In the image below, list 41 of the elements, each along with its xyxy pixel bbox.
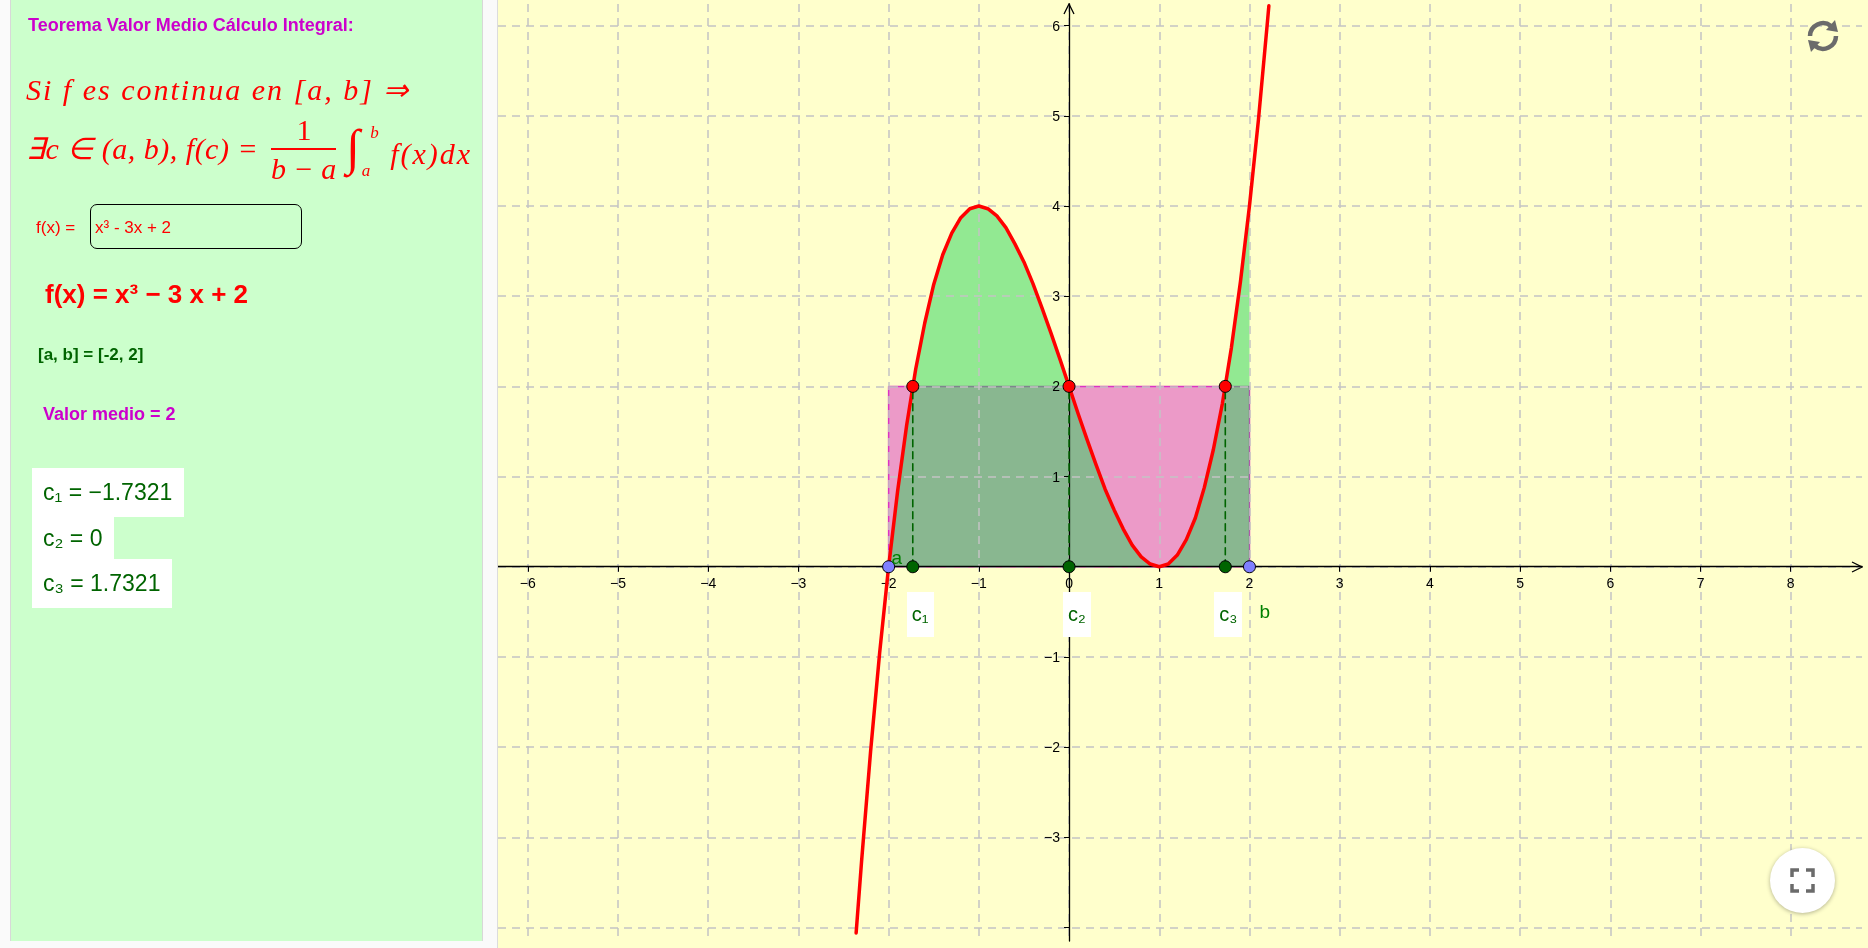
x-tick-label: 3 xyxy=(1335,574,1344,591)
x-tick-label: 5 xyxy=(1516,574,1525,591)
x-tick-label: 8 xyxy=(1786,574,1795,591)
y-tick-label: −2 xyxy=(1044,739,1061,756)
x-tick-label: −4 xyxy=(700,574,717,591)
annotation: c₁ xyxy=(906,591,934,637)
annotation: b xyxy=(1259,600,1271,623)
annotation: a xyxy=(891,546,903,569)
y-tick-label: −1 xyxy=(1044,648,1061,665)
text: x³ - 3x + 2 xyxy=(95,218,172,238)
y-tick-label: 2 xyxy=(1052,378,1061,395)
x-tick-label: −5 xyxy=(610,574,627,591)
x-tick-label: 7 xyxy=(1696,574,1705,591)
y-tick-label: 5 xyxy=(1052,107,1061,124)
annotation: c₂ xyxy=(1063,591,1091,637)
text: f(x) = xyxy=(36,218,76,238)
text: Teorema Valor Medio Cálculo Integral: xyxy=(28,15,354,36)
annotation: c₃ xyxy=(1214,591,1243,637)
text: c₃ = 1.7321 xyxy=(32,559,173,608)
x-tick-label: 6 xyxy=(1606,574,1615,591)
x-tick-label: −3 xyxy=(790,574,807,591)
y-tick-label: −3 xyxy=(1044,829,1061,846)
x-tick-label: −1 xyxy=(970,574,988,591)
text: b − a xyxy=(271,152,337,186)
text: Valor medio = 2 xyxy=(43,404,176,425)
x-tick-label: 2 xyxy=(1245,574,1254,591)
y-tick-label: 1 xyxy=(1052,468,1061,485)
text: [a, b] = [-2, 2] xyxy=(38,345,144,365)
text: ∃c ∈ (a, b), f(c) = xyxy=(26,131,259,166)
text: 1 xyxy=(296,113,312,147)
text: f(x) = x³ − 3 x + 2 xyxy=(45,279,249,310)
y-tick-label: 6 xyxy=(1052,17,1061,34)
y-tick-label: 4 xyxy=(1052,198,1061,215)
text: Si f es continua en [a, b] ⇒ xyxy=(26,72,411,107)
text: c₁ = −1.7321 xyxy=(32,468,185,517)
x-tick-label: 1 xyxy=(1155,574,1164,591)
line-series xyxy=(854,4,1271,935)
x-tick-label: −6 xyxy=(519,574,536,591)
y-tick-label: 3 xyxy=(1052,288,1061,305)
x-tick-label: 4 xyxy=(1425,574,1434,591)
text: c₂ = 0 xyxy=(32,514,115,563)
